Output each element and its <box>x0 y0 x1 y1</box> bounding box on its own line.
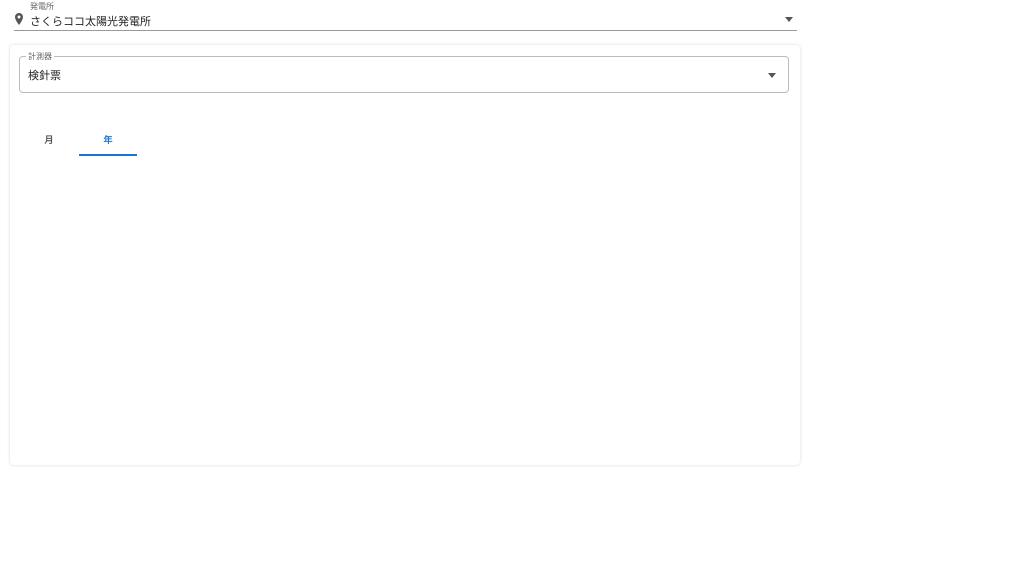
tab[interactable]: 年 <box>79 132 137 156</box>
meter-select[interactable]: 計測器 検針票 <box>19 51 789 93</box>
dropdown-caret <box>768 73 776 78</box>
plant-label: 発電所 <box>30 2 54 11</box>
plant-value: さくらココ太陽光発電所 <box>30 15 151 28</box>
plant-select[interactable]: 発電所 050010001500200025003000350040007080… <box>14 0 797 31</box>
dropdown-caret <box>785 17 793 22</box>
pin-icon: 0500100015002000250030003500400070809010… <box>15 13 23 25</box>
meter-value: 検針票 <box>28 69 61 82</box>
tab[interactable]: 月 <box>44 136 54 146</box>
meter-label: 計測器 <box>26 51 54 62</box>
